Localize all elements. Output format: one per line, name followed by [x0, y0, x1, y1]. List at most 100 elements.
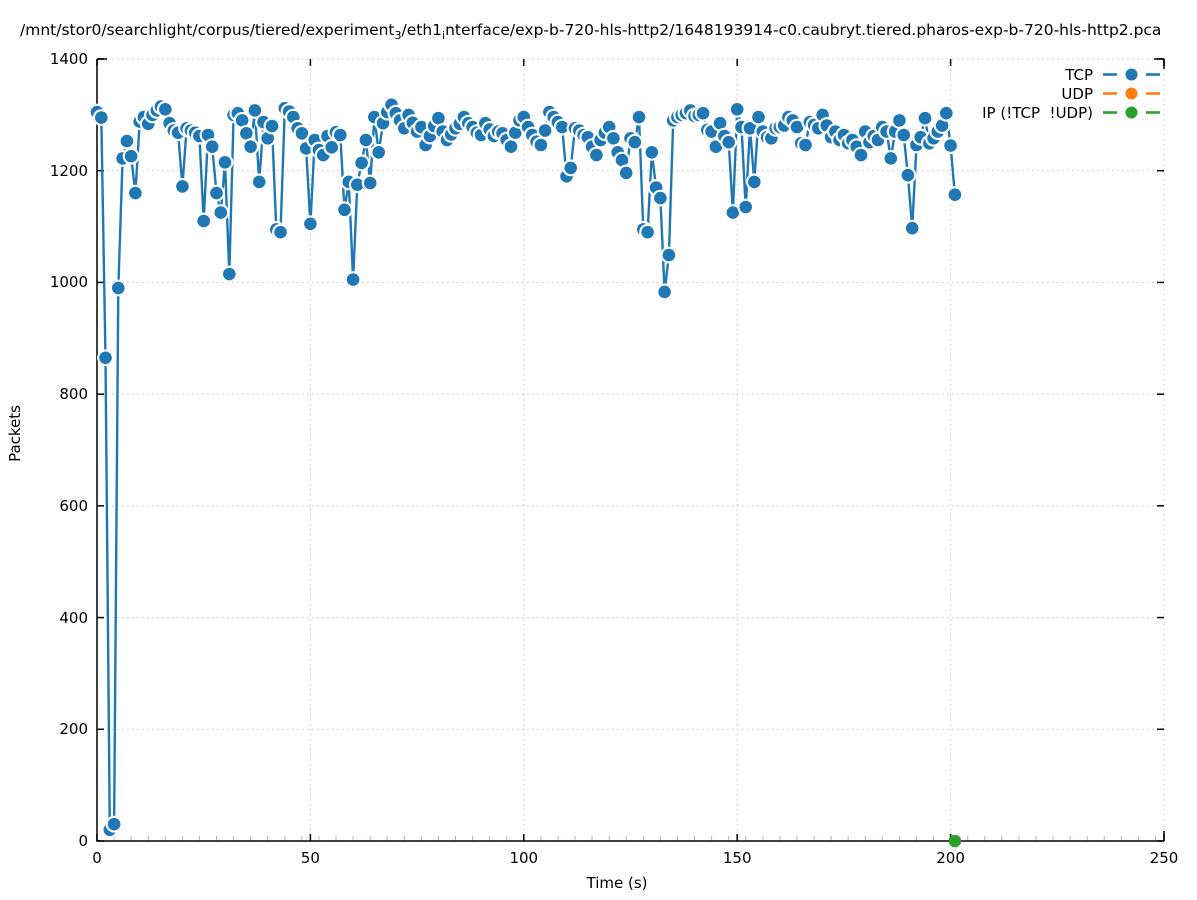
data-point [901, 168, 915, 182]
data-point [248, 104, 262, 117]
legend-item: UDP [1061, 84, 1160, 103]
y-tick-label: 200 [59, 720, 88, 739]
data-point [709, 140, 723, 153]
data-point [205, 140, 219, 153]
x-axis-title: Time (s) [586, 874, 648, 892]
data-point [658, 285, 671, 299]
x-tick-label: 0 [92, 849, 102, 867]
y-tick-label: 800 [59, 385, 88, 404]
data-point [893, 114, 906, 127]
data-point [555, 120, 569, 134]
data-point [752, 110, 765, 124]
data-point [240, 127, 253, 140]
data-point [261, 132, 275, 145]
data-point [252, 175, 266, 189]
data-point [304, 217, 317, 231]
data-point [884, 152, 898, 165]
data-point [124, 149, 138, 163]
data-point [538, 124, 552, 137]
data-point [265, 119, 279, 133]
y-tick-label: 600 [59, 496, 88, 515]
data-point [197, 214, 210, 228]
chart-title-subscript-3: 3 [394, 29, 402, 42]
legend-label: TCP [1065, 65, 1093, 84]
data-point [645, 146, 659, 159]
legend: TCP UDP IP (!TCP !UDP) [982, 65, 1160, 122]
data-point [905, 221, 919, 235]
data-point [534, 138, 548, 152]
data-point [607, 132, 620, 145]
data-point [799, 138, 812, 152]
data-point [722, 135, 735, 149]
data-point [99, 351, 112, 365]
data-point [730, 103, 744, 116]
chart-title-part2: /eth1 [401, 21, 443, 39]
chart-title-part3: nterface/exp-b-720-hls-http2/1648193914-… [445, 21, 1162, 39]
data-point [641, 225, 654, 239]
data-point [107, 817, 121, 831]
data-point [713, 116, 727, 130]
data-point [129, 186, 142, 200]
data-point [295, 127, 309, 140]
data-point [948, 834, 962, 848]
data-point [95, 111, 108, 124]
x-axis-minor-ticks [113, 836, 1156, 841]
data-point [355, 156, 368, 170]
data-point [325, 141, 339, 154]
x-tick-label: 250 [1149, 849, 1179, 867]
data-point [159, 103, 172, 116]
data-point [359, 133, 373, 147]
data-point [748, 175, 761, 189]
chart-title: /mnt/stor0/searchlight/corpus/tiered/exp… [20, 21, 1197, 43]
y-tick-label: 400 [59, 608, 88, 627]
data-point [590, 148, 603, 162]
data-point [619, 166, 633, 180]
data-point [112, 281, 125, 295]
data-point [218, 156, 232, 169]
legend-item: IP (!TCP !UDP) [982, 103, 1160, 122]
data-point [201, 128, 215, 142]
data-point [334, 128, 347, 142]
legend-label: UDP [1061, 84, 1093, 103]
data-point [854, 148, 868, 162]
data-point [223, 267, 236, 281]
data-point [935, 119, 949, 132]
data-point [176, 180, 189, 193]
chart-title-subscript-i: i [442, 29, 446, 42]
axis-border [96, 58, 1165, 842]
x-tick-label: 150 [722, 849, 752, 867]
data-point [210, 186, 223, 200]
x-tick-label: 200 [936, 849, 965, 867]
data-point [948, 188, 962, 201]
data-point [274, 225, 287, 239]
y-tick-label: 1400 [49, 50, 88, 68]
data-point [372, 146, 386, 159]
data-point [739, 200, 752, 214]
legend-key-sample [1103, 68, 1160, 81]
legend-label: IP (!TCP !UDP) [982, 103, 1093, 122]
y-axis-title: Packets [6, 405, 24, 462]
chart-title-part1: /mnt/stor0/searchlight/corpus/tiered/exp… [20, 21, 395, 39]
data-point [662, 248, 676, 262]
data-point [214, 206, 228, 219]
legend-item: TCP [1065, 65, 1160, 84]
data-point [432, 111, 445, 125]
data-point [338, 203, 351, 217]
data-point [120, 134, 134, 148]
data-point [726, 206, 740, 219]
x-tick-label: 50 [300, 849, 320, 867]
y-tick-label: 0 [78, 832, 88, 850]
legend-key-sample [1103, 106, 1160, 119]
legend-key-sample [1103, 87, 1160, 100]
data-point [790, 120, 804, 134]
y-tick-label: 1000 [49, 273, 88, 292]
data-point [628, 135, 642, 149]
data-point [944, 139, 957, 152]
data-point [235, 114, 249, 127]
data-point [743, 122, 757, 135]
tcp-series [88, 96, 964, 839]
ip-tcp-udp-series [948, 834, 962, 848]
data-point [654, 191, 667, 205]
data-point [940, 106, 953, 120]
